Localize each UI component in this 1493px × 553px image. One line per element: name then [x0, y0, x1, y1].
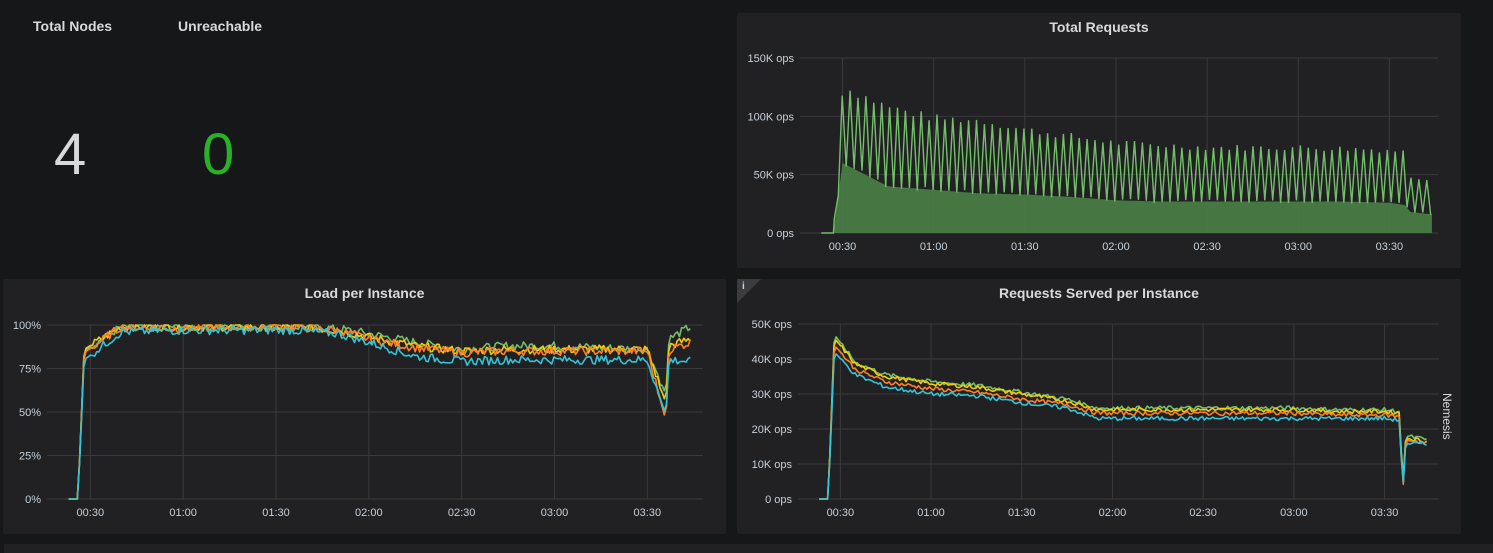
requests-served-panel[interactable]: i Requests Served per Instance 0 ops 10K …	[737, 279, 1461, 534]
total-requests-panel[interactable]: Total Requests 0 ops 50K ops 100K ops 150K …	[737, 13, 1461, 268]
series-line-orange	[819, 346, 1428, 500]
load-per-instance-panel[interactable]: Load per Instance 0% 25% 50% 75% 100% 00:30 01…	[3, 279, 726, 534]
x-tick-label: 03:30	[634, 507, 662, 519]
stat-total-nodes-title: Total Nodes	[33, 18, 113, 34]
series-line-cyan	[819, 353, 1427, 500]
y-tick-label: 50%	[19, 407, 41, 419]
y-tick-label: 25%	[19, 451, 41, 463]
y-tick-label: 0 ops	[765, 494, 792, 506]
x-tick-label: 02:00	[1102, 241, 1130, 253]
y-tick-label: 20K ops	[752, 424, 793, 436]
series-line-orange	[68, 324, 692, 500]
total-requests-title[interactable]: Total Requests	[1049, 19, 1149, 35]
x-tick-label: 03:00	[1284, 241, 1312, 253]
y-tick-label: 40K ops	[752, 354, 793, 366]
x-tick-label: 00:30	[827, 507, 855, 519]
stat-unreachable-title: Unreachable	[178, 18, 263, 34]
x-tick-label: 02:30	[448, 507, 476, 519]
series-line-yellow	[819, 339, 1428, 500]
nemesis-label: Nemesis	[1440, 393, 1454, 440]
total-requests-chart[interactable]: 0 ops 50K ops 100K ops 150K ops 00:30 01:00 01…	[737, 13, 1461, 268]
x-tick-label: 01:00	[169, 507, 197, 519]
x-tick-label: 03:00	[541, 507, 569, 519]
info-corner[interactable]	[737, 279, 761, 303]
x-tick-label: 03:00	[1280, 507, 1308, 519]
y-tick-label: 50K ops	[752, 319, 793, 331]
x-tick-label: 00:30	[77, 507, 105, 519]
requests-trough-area	[833, 163, 1432, 233]
stat-total-nodes-value: 4	[54, 122, 87, 187]
y-tick-label: 150K ops	[748, 53, 795, 65]
y-tick-label: 30K ops	[752, 389, 793, 401]
x-tick-label: 01:30	[262, 507, 290, 519]
y-tick-label: 0%	[25, 494, 41, 506]
y-tick-label: 50K ops	[754, 170, 795, 182]
x-tick-label: 03:30	[1371, 507, 1399, 519]
info-icon[interactable]: i	[742, 281, 745, 292]
x-tick-label: 02:00	[355, 507, 383, 519]
x-tick-label: 01:00	[917, 507, 945, 519]
x-tick-label: 02:00	[1099, 507, 1127, 519]
x-tick-label: 03:30	[1376, 241, 1404, 253]
series-line-green	[819, 336, 1427, 500]
y-tick-label: 100%	[13, 320, 41, 332]
x-tick-label: 02:30	[1193, 241, 1221, 253]
next-row-strip	[4, 544, 1493, 553]
x-tick-label: 01:30	[1011, 241, 1039, 253]
y-tick-label: 10K ops	[752, 459, 793, 471]
load-per-instance-chart[interactable]: 0% 25% 50% 75% 100% 00:30 01:00 01:30 02:00 02:30…	[3, 279, 726, 534]
x-tick-label: 01:30	[1008, 507, 1036, 519]
y-tick-label: 100K ops	[748, 111, 795, 123]
x-tick-label: 01:00	[920, 241, 948, 253]
requests-served-title[interactable]: Requests Served per Instance	[999, 285, 1199, 301]
y-tick-label: 75%	[19, 364, 41, 376]
series-line-green	[68, 324, 691, 500]
requests-series-line	[821, 90, 1432, 234]
load-per-instance-title[interactable]: Load per Instance	[304, 285, 425, 301]
x-tick-label: 02:30	[1189, 507, 1217, 519]
stat-unreachable-value: 0	[202, 122, 235, 187]
series-line-cyan	[68, 325, 691, 500]
y-tick-label: 0 ops	[767, 228, 794, 240]
x-tick-label: 00:30	[829, 241, 857, 253]
requests-served-chart[interactable]: 0 ops 10K ops 20K ops 30K ops 40K ops 50K ops…	[737, 279, 1461, 534]
